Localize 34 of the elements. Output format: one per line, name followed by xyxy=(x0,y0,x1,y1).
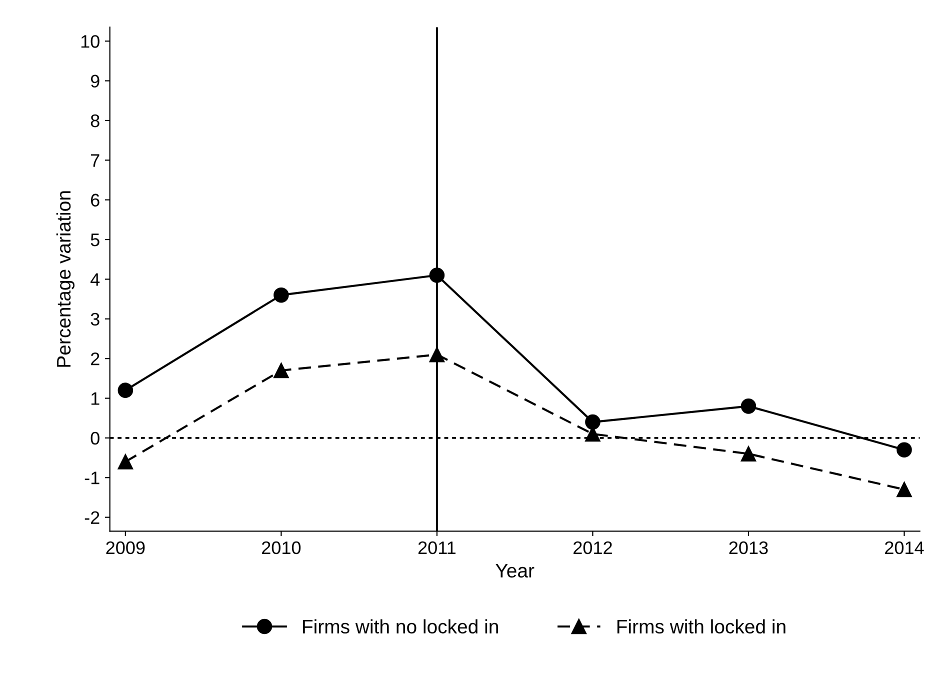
y-tick-label: 5 xyxy=(90,234,100,246)
y-tick-label: 2 xyxy=(91,352,100,366)
point xyxy=(429,268,445,283)
y-tick-label: -2 xyxy=(84,511,100,524)
y-tick-label: 8 xyxy=(90,114,100,128)
y-tick-label: 1 xyxy=(91,392,100,405)
x-tick-label: 2011 xyxy=(418,541,456,554)
x-axis-title: Year xyxy=(496,564,534,578)
point xyxy=(896,442,912,458)
x-tick-label: 2012 xyxy=(574,541,612,554)
point xyxy=(274,362,289,378)
point xyxy=(118,382,134,398)
legend-label: Firms with locked in xyxy=(617,619,786,634)
point xyxy=(585,414,600,430)
point xyxy=(896,482,912,498)
x-tick-label: 2014 xyxy=(885,541,924,554)
legend-label: Firms with no locked in xyxy=(303,619,498,634)
y-axis-title: Percentage variation xyxy=(56,191,74,367)
point xyxy=(429,346,445,362)
x-tick-label: 2013 xyxy=(729,541,768,554)
y-tick-label: -1 xyxy=(84,472,100,484)
y-tick-label: 10 xyxy=(81,35,100,48)
y-tick-label: 3 xyxy=(90,312,100,326)
x-tick-label: 2010 xyxy=(262,541,301,554)
point xyxy=(118,454,134,470)
point xyxy=(740,398,756,414)
y-tick-label: 7 xyxy=(91,154,100,167)
point xyxy=(740,446,756,462)
y-tick-label: 4 xyxy=(90,273,100,286)
y-tick-label: 9 xyxy=(90,74,100,88)
x-tick-label: 2009 xyxy=(106,541,145,554)
y-tick-label: 0 xyxy=(90,432,100,445)
y-tick-label: 6 xyxy=(91,194,100,207)
point xyxy=(274,287,289,303)
